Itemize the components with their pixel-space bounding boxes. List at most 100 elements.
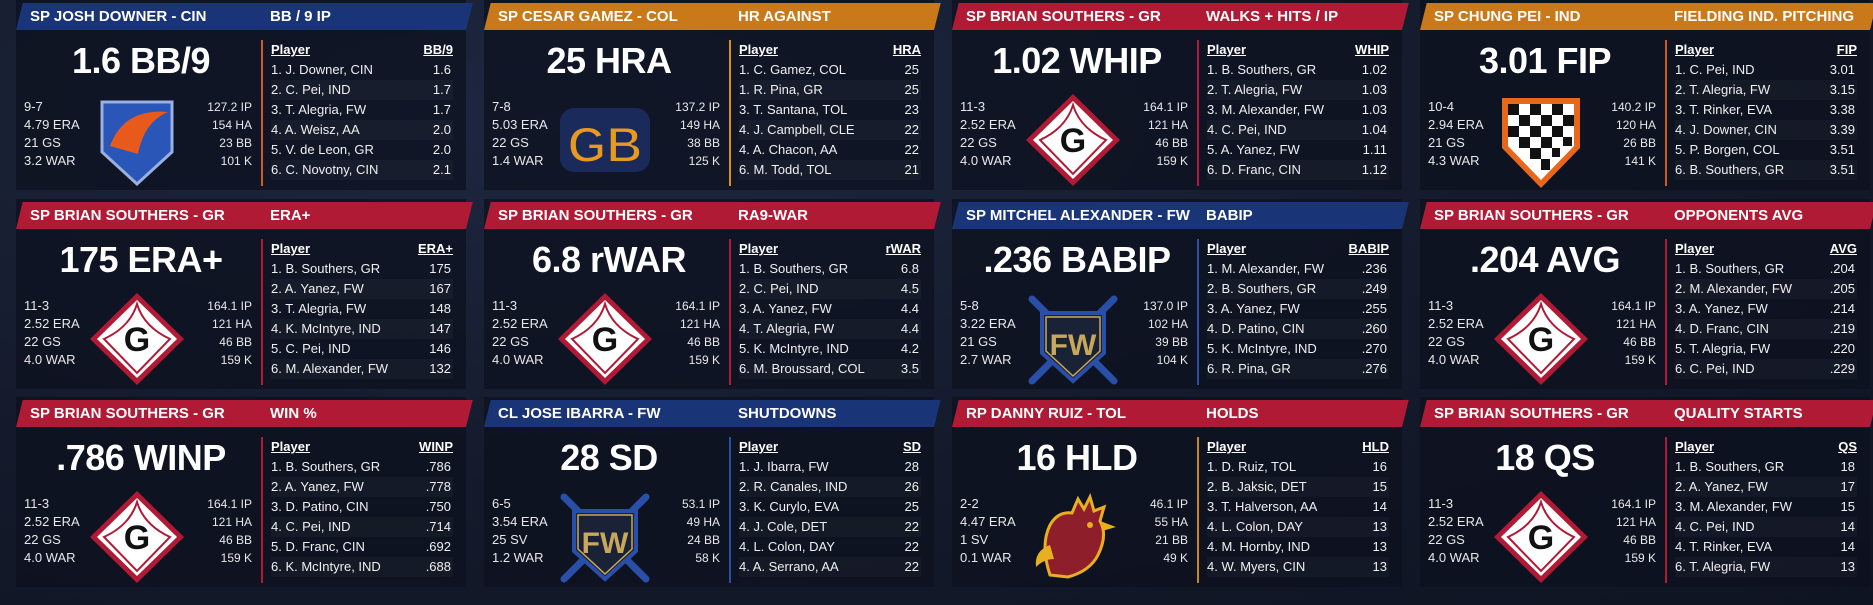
leader-row[interactable]: 4. K. McIntyre, IND 147 xyxy=(271,319,453,339)
column-header-player[interactable]: Player xyxy=(739,241,779,256)
column-header-player[interactable]: Player xyxy=(1207,241,1247,256)
column-header-stat[interactable]: SD xyxy=(902,439,921,454)
column-header-stat[interactable]: HLD xyxy=(1362,439,1389,454)
column-header-stat[interactable]: WHIP xyxy=(1355,42,1389,57)
leader-row[interactable]: 6. B. Southers, GR 3.51 xyxy=(1675,160,1857,180)
leader-card-hra[interactable]: SP CESAR GAMEZ - COL HR AGAINST 25 HRA 7… xyxy=(484,0,941,190)
leader-card-rwar[interactable]: SP BRIAN SOUTHERS - GR RA9-WAR 6.8 rWAR … xyxy=(484,199,941,389)
leader-row[interactable]: 4. A. Serrano, AA 22 xyxy=(739,557,921,577)
leader-row[interactable]: 5. K. McIntyre, IND .270 xyxy=(1207,339,1389,359)
leader-row[interactable]: 5. T. Alegria, FW .220 xyxy=(1675,339,1857,359)
column-header-player[interactable]: Player xyxy=(739,42,779,57)
column-header-player[interactable]: Player xyxy=(1207,439,1247,454)
leader-card-winp[interactable]: SP BRIAN SOUTHERS - GR WIN % .786 WINP 1… xyxy=(16,397,473,587)
leader-card-fip[interactable]: SP CHUNG PEI - IND FIELDING IND. PITCHIN… xyxy=(1420,0,1873,190)
leader-row[interactable]: 1. B. Southers, GR .204 xyxy=(1675,259,1857,279)
leader-row[interactable]: 1. B. Southers, GR 1.02 xyxy=(1207,60,1389,80)
leader-row[interactable]: 1. R. Pina, GR 25 xyxy=(739,80,921,100)
leader-row[interactable]: 1. J. Ibarra, FW 28 xyxy=(739,457,921,477)
leader-row[interactable]: 3. D. Patino, CIN .750 xyxy=(271,497,453,517)
column-header-stat[interactable]: rWAR xyxy=(885,241,921,256)
leader-row[interactable]: 3. T. Halverson, AA 14 xyxy=(1207,497,1389,517)
leader-row[interactable]: 4. D. Patino, CIN .260 xyxy=(1207,319,1389,339)
leader-row[interactable]: 1. D. Ruiz, TOL 16 xyxy=(1207,457,1389,477)
leader-row[interactable]: 2. T. Alegria, FW 1.03 xyxy=(1207,80,1389,100)
leader-card-eraplus[interactable]: SP BRIAN SOUTHERS - GR ERA+ 175 ERA+ 11-… xyxy=(16,199,473,389)
leader-row[interactable]: 2. C. Pei, IND 1.7 xyxy=(271,80,453,100)
column-header-stat[interactable]: FIP xyxy=(1836,42,1857,57)
leader-row[interactable]: 4. T. Alegria, FW 4.4 xyxy=(739,319,921,339)
leader-row[interactable]: 5. A. Yanez, FW 1.11 xyxy=(1207,140,1389,160)
leader-row[interactable]: 6. C. Pei, IND .229 xyxy=(1675,359,1857,379)
leader-row[interactable]: 2. B. Jaksic, DET 15 xyxy=(1207,477,1389,497)
leader-row[interactable]: 4. L. Colon, DAY 13 xyxy=(1207,517,1389,537)
leader-row[interactable]: 4. T. Rinker, EVA 14 xyxy=(1675,537,1857,557)
column-header-stat[interactable]: QS xyxy=(1838,439,1857,454)
leader-row[interactable]: 3. M. Alexander, FW 1.03 xyxy=(1207,100,1389,120)
column-header-player[interactable]: Player xyxy=(1207,42,1247,57)
leader-row[interactable]: 4. J. Downer, CIN 3.39 xyxy=(1675,120,1857,140)
column-header-player[interactable]: Player xyxy=(271,439,311,454)
column-header-stat[interactable]: HRA xyxy=(892,42,921,57)
leader-row[interactable]: 2. M. Alexander, FW .205 xyxy=(1675,279,1857,299)
column-header-stat[interactable]: BB/9 xyxy=(423,42,453,57)
leader-row[interactable]: 1. C. Gamez, COL 25 xyxy=(739,60,921,80)
leader-row[interactable]: 3. A. Yanez, FW 4.4 xyxy=(739,299,921,319)
leader-row[interactable]: 1. B. Southers, GR 175 xyxy=(271,259,453,279)
leader-row[interactable]: 6. R. Pina, GR .276 xyxy=(1207,359,1389,379)
leader-row[interactable]: 4. W. Myers, CIN 13 xyxy=(1207,557,1389,577)
leader-row[interactable]: 1. B. Southers, GR .786 xyxy=(271,457,453,477)
leader-row[interactable]: 4. C. Pei, IND .714 xyxy=(271,517,453,537)
column-header-player[interactable]: Player xyxy=(1675,439,1715,454)
leader-row[interactable]: 6. M. Alexander, FW 132 xyxy=(271,359,453,379)
leader-row[interactable]: 4. J. Campbell, CLE 22 xyxy=(739,120,921,140)
leader-row[interactable]: 6. K. McIntyre, IND .688 xyxy=(271,557,453,577)
leader-card-avg[interactable]: SP BRIAN SOUTHERS - GR OPPONENTS AVG .20… xyxy=(1420,199,1873,389)
leader-row[interactable]: 4. D. Franc, CIN .219 xyxy=(1675,319,1857,339)
column-header-player[interactable]: Player xyxy=(1675,241,1715,256)
leader-row[interactable]: 3. T. Santana, TOL 23 xyxy=(739,100,921,120)
column-header-player[interactable]: Player xyxy=(739,439,779,454)
leader-row[interactable]: 3. A. Yanez, FW .214 xyxy=(1675,299,1857,319)
leader-row[interactable]: 2. B. Southers, GR .249 xyxy=(1207,279,1389,299)
leader-row[interactable]: 6. T. Alegria, FW 13 xyxy=(1675,557,1857,577)
leader-row[interactable]: 6. M. Todd, TOL 21 xyxy=(739,160,921,180)
leader-row[interactable]: 2. A. Yanez, FW 17 xyxy=(1675,477,1857,497)
column-header-player[interactable]: Player xyxy=(271,42,311,57)
leader-row[interactable]: 5. K. McIntyre, IND 4.2 xyxy=(739,339,921,359)
leader-row[interactable]: 6. D. Franc, CIN 1.12 xyxy=(1207,160,1389,180)
leader-row[interactable]: 2. T. Alegria, FW 3.15 xyxy=(1675,80,1857,100)
leader-row[interactable]: 4. C. Pei, IND 14 xyxy=(1675,517,1857,537)
leader-row[interactable]: 3. T. Rinker, EVA 3.38 xyxy=(1675,100,1857,120)
leader-card-bb9[interactable]: SP JOSH DOWNER - CIN BB / 9 IP 1.6 BB/9 … xyxy=(16,0,473,190)
leader-row[interactable]: 3. T. Alegria, FW 148 xyxy=(271,299,453,319)
leader-row[interactable]: 5. P. Borgen, COL 3.51 xyxy=(1675,140,1857,160)
column-header-player[interactable]: Player xyxy=(271,241,311,256)
leader-row[interactable]: 2. C. Pei, IND 4.5 xyxy=(739,279,921,299)
leader-row[interactable]: 2. A. Yanez, FW 167 xyxy=(271,279,453,299)
leader-row[interactable]: 6. C. Novotny, CIN 2.1 xyxy=(271,160,453,180)
leader-row[interactable]: 5. D. Franc, CIN .692 xyxy=(271,537,453,557)
leader-row[interactable]: 1. M. Alexander, FW .236 xyxy=(1207,259,1389,279)
leader-row[interactable]: 2. A. Yanez, FW .778 xyxy=(271,477,453,497)
leader-row[interactable]: 4. J. Cole, DET 22 xyxy=(739,517,921,537)
leader-row[interactable]: 1. B. Southers, GR 18 xyxy=(1675,457,1857,477)
column-header-stat[interactable]: ERA+ xyxy=(417,241,453,256)
leader-row[interactable]: 4. A. Chacon, AA 22 xyxy=(739,140,921,160)
leader-card-hld[interactable]: RP DANNY RUIZ - TOL HOLDS 16 HLD 2-2 4.4… xyxy=(952,397,1409,587)
leader-row[interactable]: 1. J. Downer, CIN 1.6 xyxy=(271,60,453,80)
column-header-stat[interactable]: BABIP xyxy=(1348,241,1389,256)
leader-row[interactable]: 4. M. Hornby, IND 13 xyxy=(1207,537,1389,557)
column-header-player[interactable]: Player xyxy=(1675,42,1715,57)
leader-row[interactable]: 4. C. Pei, IND 1.04 xyxy=(1207,120,1389,140)
leader-card-babip[interactable]: SP MITCHEL ALEXANDER - FW BABIP .236 BAB… xyxy=(952,199,1409,389)
leader-card-sd[interactable]: CL JOSE IBARRA - FW SHUTDOWNS 28 SD 6-5 … xyxy=(484,397,941,587)
column-header-stat[interactable]: AVG xyxy=(1829,241,1857,256)
leader-row[interactable]: 6. M. Broussard, COL 3.5 xyxy=(739,359,921,379)
leader-row[interactable]: 5. C. Pei, IND 146 xyxy=(271,339,453,359)
leader-row[interactable]: 4. A. Weisz, AA 2.0 xyxy=(271,120,453,140)
leader-row[interactable]: 3. M. Alexander, FW 15 xyxy=(1675,497,1857,517)
column-header-stat[interactable]: WINP xyxy=(419,439,453,454)
leader-card-whip[interactable]: SP BRIAN SOUTHERS - GR WALKS + HITS / IP… xyxy=(952,0,1409,190)
leader-row[interactable]: 2. R. Canales, IND 26 xyxy=(739,477,921,497)
